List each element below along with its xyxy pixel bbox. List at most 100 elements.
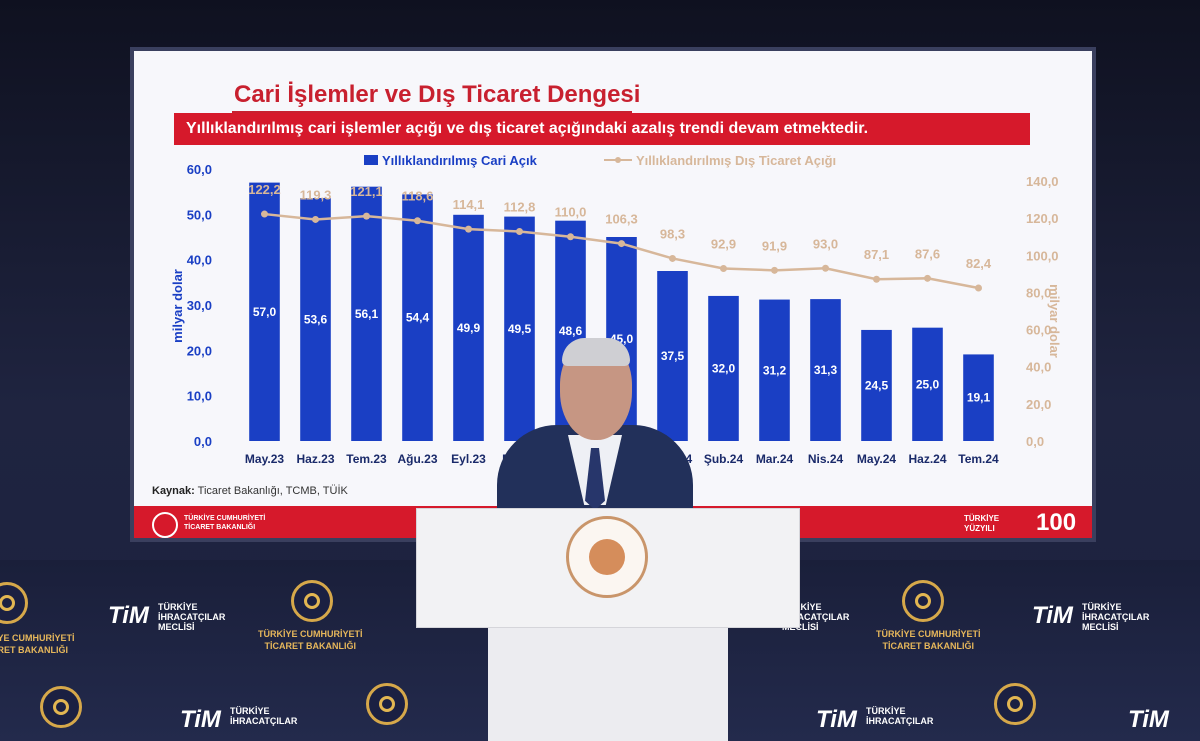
line-point (873, 275, 880, 283)
bar (759, 299, 790, 441)
bar-value-label: 49,5 (508, 322, 532, 336)
speaker-tie (585, 448, 605, 510)
tim-text: TÜRKİYE İHRACATÇILAR MECLİSİ (158, 602, 226, 632)
x-tick-label: Tem.24 (958, 452, 999, 466)
bar-value-label: 19,1 (967, 391, 991, 405)
bar (861, 329, 892, 441)
tim-text: TÜRKİYE İHRACATÇILAR (866, 706, 934, 726)
line-point (924, 274, 931, 282)
line-value-label: 87,6 (915, 246, 940, 261)
bar (708, 295, 739, 441)
x-tick-label: May.23 (245, 452, 284, 466)
line-value-label: 122,2 (248, 182, 281, 197)
line-value-label: 106,3 (605, 212, 638, 227)
y-right-axis-title: milyar dolar (1047, 284, 1062, 358)
tim-logo: TiM (180, 706, 221, 733)
tim-text: TÜRKİYE İHRACATÇILAR MECLİSİ (1082, 602, 1150, 632)
bar (963, 354, 994, 441)
bar (810, 299, 841, 441)
bar-value-label: 57,0 (253, 305, 277, 319)
y-right-tick-label: 120,0 (1026, 211, 1059, 226)
line-point (261, 210, 268, 218)
x-tick-label: Tem.23 (346, 452, 387, 466)
line-point (720, 264, 727, 272)
legend-line-label: Yıllıklandırılmış Dış Ticaret Açığı (636, 153, 836, 168)
ministry-logo-icon (152, 512, 178, 538)
x-tick-label: Mar.24 (756, 452, 794, 466)
line-value-label: 119,3 (300, 187, 332, 202)
footer-100-logo: 100 (1036, 509, 1077, 536)
bar-value-label: 25,0 (916, 377, 940, 391)
line-point (516, 228, 523, 236)
y-right-tick-label: 40,0 (1026, 360, 1051, 375)
line-value-label: 118,6 (402, 189, 434, 204)
podium-body (488, 606, 728, 741)
y-left-tick-label: 0,0 (194, 434, 212, 449)
ministry-seal-icon (366, 683, 408, 725)
line-value-label: 98,3 (660, 226, 685, 241)
bar-value-label: 53,6 (304, 313, 328, 327)
legend-line-marker (615, 157, 621, 163)
bar-value-label: 37,5 (661, 349, 685, 363)
y-right-tick-label: 0,0 (1026, 434, 1044, 449)
tim-logo: TiM (108, 602, 149, 629)
ministry-seal-icon (40, 686, 82, 728)
y-left-tick-label: 10,0 (187, 389, 212, 404)
slide-title: Cari İşlemler ve Dış Ticaret Dengesi (234, 81, 641, 108)
projection-screen: Cari İşlemler ve Dış Ticaret Dengesi Yıl… (130, 47, 1096, 542)
ministry-seal-icon (994, 683, 1036, 725)
legend-bar-label: Yıllıklandırılmış Cari Açık (382, 153, 538, 168)
bar (351, 186, 382, 441)
y-right-tick-label: 20,0 (1026, 397, 1051, 412)
bar (657, 271, 688, 441)
y-right-tick-label: 80,0 (1026, 285, 1051, 300)
line-value-label: 110,0 (555, 205, 587, 220)
x-tick-label: Nis.24 (808, 452, 844, 466)
y-right-tick-label: 140,0 (1026, 174, 1059, 189)
line-value-label: 121,1 (350, 184, 383, 199)
source-note: Kaynak: Ticaret Bakanlığı, TCMB, TÜİK (152, 485, 348, 497)
y-left-tick-label: 30,0 (187, 298, 212, 313)
x-tick-label: Haz.23 (296, 452, 334, 466)
y-left-tick-label: 40,0 (187, 253, 212, 268)
line-value-label: 93,0 (813, 236, 838, 251)
line-point (312, 215, 319, 223)
tim-text: TÜRKİYE İHRACATÇILAR (230, 706, 298, 726)
podium-seal-icon (566, 516, 648, 598)
line-value-label: 112,8 (504, 200, 536, 215)
bar-value-label: 56,1 (355, 307, 379, 321)
line-point (363, 212, 370, 220)
tim-text: TÜRKİYE İHRACATÇILAR MECLİSİ (782, 602, 850, 632)
line-point (822, 264, 829, 272)
tim-logo: TiM (816, 706, 857, 733)
bar-value-label: 24,5 (865, 378, 889, 392)
speaker-hair (562, 338, 630, 366)
line-point (669, 254, 676, 262)
y-right-tick-label: 60,0 (1026, 323, 1051, 338)
line-value-label: 91,9 (762, 238, 787, 253)
line-point (465, 225, 472, 233)
y-right-tick-label: 100,0 (1026, 248, 1059, 263)
line-value-label: 82,4 (966, 256, 992, 271)
x-tick-label: Ağu.23 (397, 452, 437, 466)
bar (300, 198, 331, 441)
bar-value-label: 54,4 (406, 311, 430, 325)
bar (249, 182, 280, 441)
x-tick-label: Şub.24 (704, 452, 744, 466)
bar-value-label: 49,9 (457, 321, 481, 335)
ministry-seal-icon (291, 580, 333, 622)
legend-bar-swatch (364, 155, 378, 165)
source-label: Kaynak: (152, 485, 195, 497)
bar (912, 327, 943, 441)
x-tick-label: Haz.24 (908, 452, 946, 466)
y-left-axis-title: milyar dolar (170, 269, 185, 343)
line-value-label: 92,9 (711, 236, 736, 251)
combo-chart: Yıllıklandırılmış Cari Açık Yıllıklandırı… (170, 153, 1062, 466)
y-left-tick-label: 50,0 (187, 207, 212, 222)
y-left-tick-label: 60,0 (187, 162, 212, 177)
title-underline (232, 111, 632, 113)
line-point (414, 217, 421, 225)
